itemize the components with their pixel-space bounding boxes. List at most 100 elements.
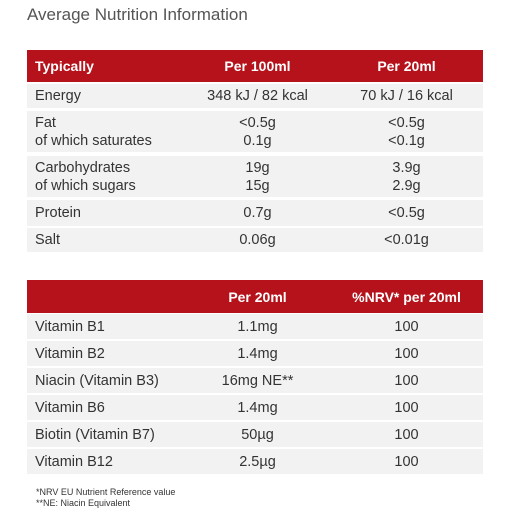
- cell-text: 100: [394, 426, 419, 443]
- footnote: *NRV EU Nutrient Reference value: [36, 487, 176, 497]
- table-row: Vitamin B12 2.5µg 100: [27, 449, 483, 474]
- cell-text: Carbohydrates: [35, 159, 131, 176]
- table-row: Carbohydrates of which sugars 19g 15g 3.9g 2.…: [27, 156, 483, 197]
- table-row: Vitamin B6 1.4mg 100: [27, 395, 483, 420]
- cell-text: 348 kJ / 82 kcal: [207, 88, 308, 104]
- table-cell: 1.1mg: [185, 314, 330, 339]
- cell-text: <0.5g: [388, 114, 425, 131]
- table-cell: Niacin (Vitamin B3): [27, 368, 185, 393]
- table-cell: <0.5g <0.1g: [330, 111, 483, 152]
- cell-text: <0.5g: [239, 114, 276, 131]
- cell-text: 50µg: [241, 426, 274, 443]
- table-cell: Protein: [27, 200, 185, 226]
- cell-text: Vitamin B12: [35, 453, 113, 470]
- table-row: Niacin (Vitamin B3) 16mg NE** 100: [27, 368, 483, 393]
- cell-text: <0.1g: [388, 132, 425, 149]
- cell-text: 100: [394, 345, 419, 362]
- table-cell: 100: [330, 368, 483, 393]
- table-cell: 348 kJ / 82 kcal: [185, 84, 330, 108]
- table-cell: 16mg NE**: [185, 368, 330, 393]
- header-cell: %NRV* per 20ml: [330, 280, 483, 313]
- table-row: Salt 0.06g <0.01g: [27, 228, 483, 252]
- header-cell: Per 100ml: [185, 50, 330, 82]
- header-row: Per 20ml %NRV* per 20ml: [27, 280, 483, 313]
- table-cell: Fat of which saturates: [27, 111, 185, 152]
- table-cell: <0.5g 0.1g: [185, 111, 330, 152]
- cell-text: 100: [394, 372, 419, 389]
- cell-text: <0.5g: [388, 205, 425, 221]
- table-cell: 3.9g 2.9g: [330, 156, 483, 197]
- cell-text: 15g: [245, 177, 270, 194]
- cell-text: Biotin (Vitamin B7): [35, 426, 155, 443]
- table-cell: 2.5µg: [185, 449, 330, 474]
- table-cell: 100: [330, 422, 483, 447]
- cell-text: Fat: [35, 114, 56, 131]
- header-cell: Typically: [27, 50, 185, 82]
- header-text: %NRV* per 20ml: [352, 288, 461, 305]
- cell-text: 0.1g: [243, 132, 272, 149]
- table-cell: 19g 15g: [185, 156, 330, 197]
- cell-text: of which sugars: [35, 177, 136, 194]
- table-cell: 70 kJ / 16 kcal: [330, 84, 483, 108]
- cell-text: 19g: [245, 159, 270, 176]
- header-cell: [27, 280, 185, 313]
- cell-text: 1.1mg: [237, 318, 278, 335]
- cell-text: 0.7g: [243, 205, 272, 221]
- table-cell: <0.5g: [330, 200, 483, 226]
- cell-text: Vitamin B2: [35, 345, 105, 362]
- table-cell: 100: [330, 314, 483, 339]
- table-cell: 1.4mg: [185, 341, 330, 366]
- table-cell: 100: [330, 341, 483, 366]
- cell-text: Energy: [35, 88, 81, 104]
- table-cell: Energy: [27, 84, 185, 108]
- header-cell: Per 20ml: [185, 280, 330, 313]
- table-cell: 0.06g: [185, 228, 330, 252]
- table-row: Vitamin B2 1.4mg 100: [27, 341, 483, 366]
- cell-text: 70 kJ / 16 kcal: [360, 88, 453, 104]
- table-cell: <0.01g: [330, 228, 483, 252]
- header-cell: Per 20ml: [330, 50, 483, 82]
- cell-text: 2.5µg: [239, 453, 276, 470]
- cell-text: Niacin (Vitamin B3): [35, 372, 159, 389]
- table-cell: Vitamin B6: [27, 395, 185, 420]
- table-cell: Salt: [27, 228, 185, 252]
- cell-text: 3.9g: [392, 159, 421, 176]
- table-row: Fat of which saturates <0.5g 0.1g <0.5g <0.1g: [27, 111, 483, 152]
- cell-text: Vitamin B6: [35, 399, 105, 416]
- table-row: Biotin (Vitamin B7) 50µg 100: [27, 422, 483, 447]
- cell-text: Salt: [35, 232, 60, 248]
- table-cell: 100: [330, 395, 483, 420]
- table-cell: 1.4mg: [185, 395, 330, 420]
- header-text: Per 20ml: [228, 288, 287, 305]
- table-cell: Vitamin B2: [27, 341, 185, 366]
- cell-text: 16mg NE**: [221, 372, 294, 389]
- header-text: Typically: [35, 58, 94, 74]
- cell-text: Protein: [35, 205, 81, 221]
- table-cell: Biotin (Vitamin B7): [27, 422, 185, 447]
- cell-text: 0.06g: [239, 232, 276, 248]
- cell-text: of which saturates: [35, 132, 152, 149]
- cell-text: 100: [394, 399, 419, 416]
- cell-text: 1.4mg: [237, 345, 278, 362]
- title: Average Nutrition Information: [27, 5, 248, 24]
- cell-text: 2.9g: [392, 177, 421, 194]
- table-row: Protein 0.7g <0.5g: [27, 200, 483, 226]
- table-cell: Vitamin B1: [27, 314, 185, 339]
- cell-text: Vitamin B1: [35, 318, 105, 335]
- cell-text: 1.4mg: [237, 399, 278, 416]
- footnote: **NE: Niacin Equivalent: [36, 498, 131, 508]
- table-cell: Carbohydrates of which sugars: [27, 156, 185, 197]
- table-cell: 100: [330, 449, 483, 474]
- header-row: Typically Per 100ml Per 20ml: [27, 50, 483, 82]
- cell-text: <0.01g: [384, 232, 429, 248]
- cell-text: 100: [394, 318, 419, 335]
- table-cell: 50µg: [185, 422, 330, 447]
- header-text: Per 100ml: [224, 58, 291, 74]
- cell-text: 100: [394, 453, 419, 470]
- table-cell: Vitamin B12: [27, 449, 185, 474]
- header-text: Per 20ml: [377, 58, 436, 74]
- table-cell: 0.7g: [185, 200, 330, 226]
- table-row: Energy 348 kJ / 82 kcal 70 kJ / 16 kcal: [27, 84, 483, 108]
- table-row: Vitamin B1 1.1mg 100: [27, 314, 483, 339]
